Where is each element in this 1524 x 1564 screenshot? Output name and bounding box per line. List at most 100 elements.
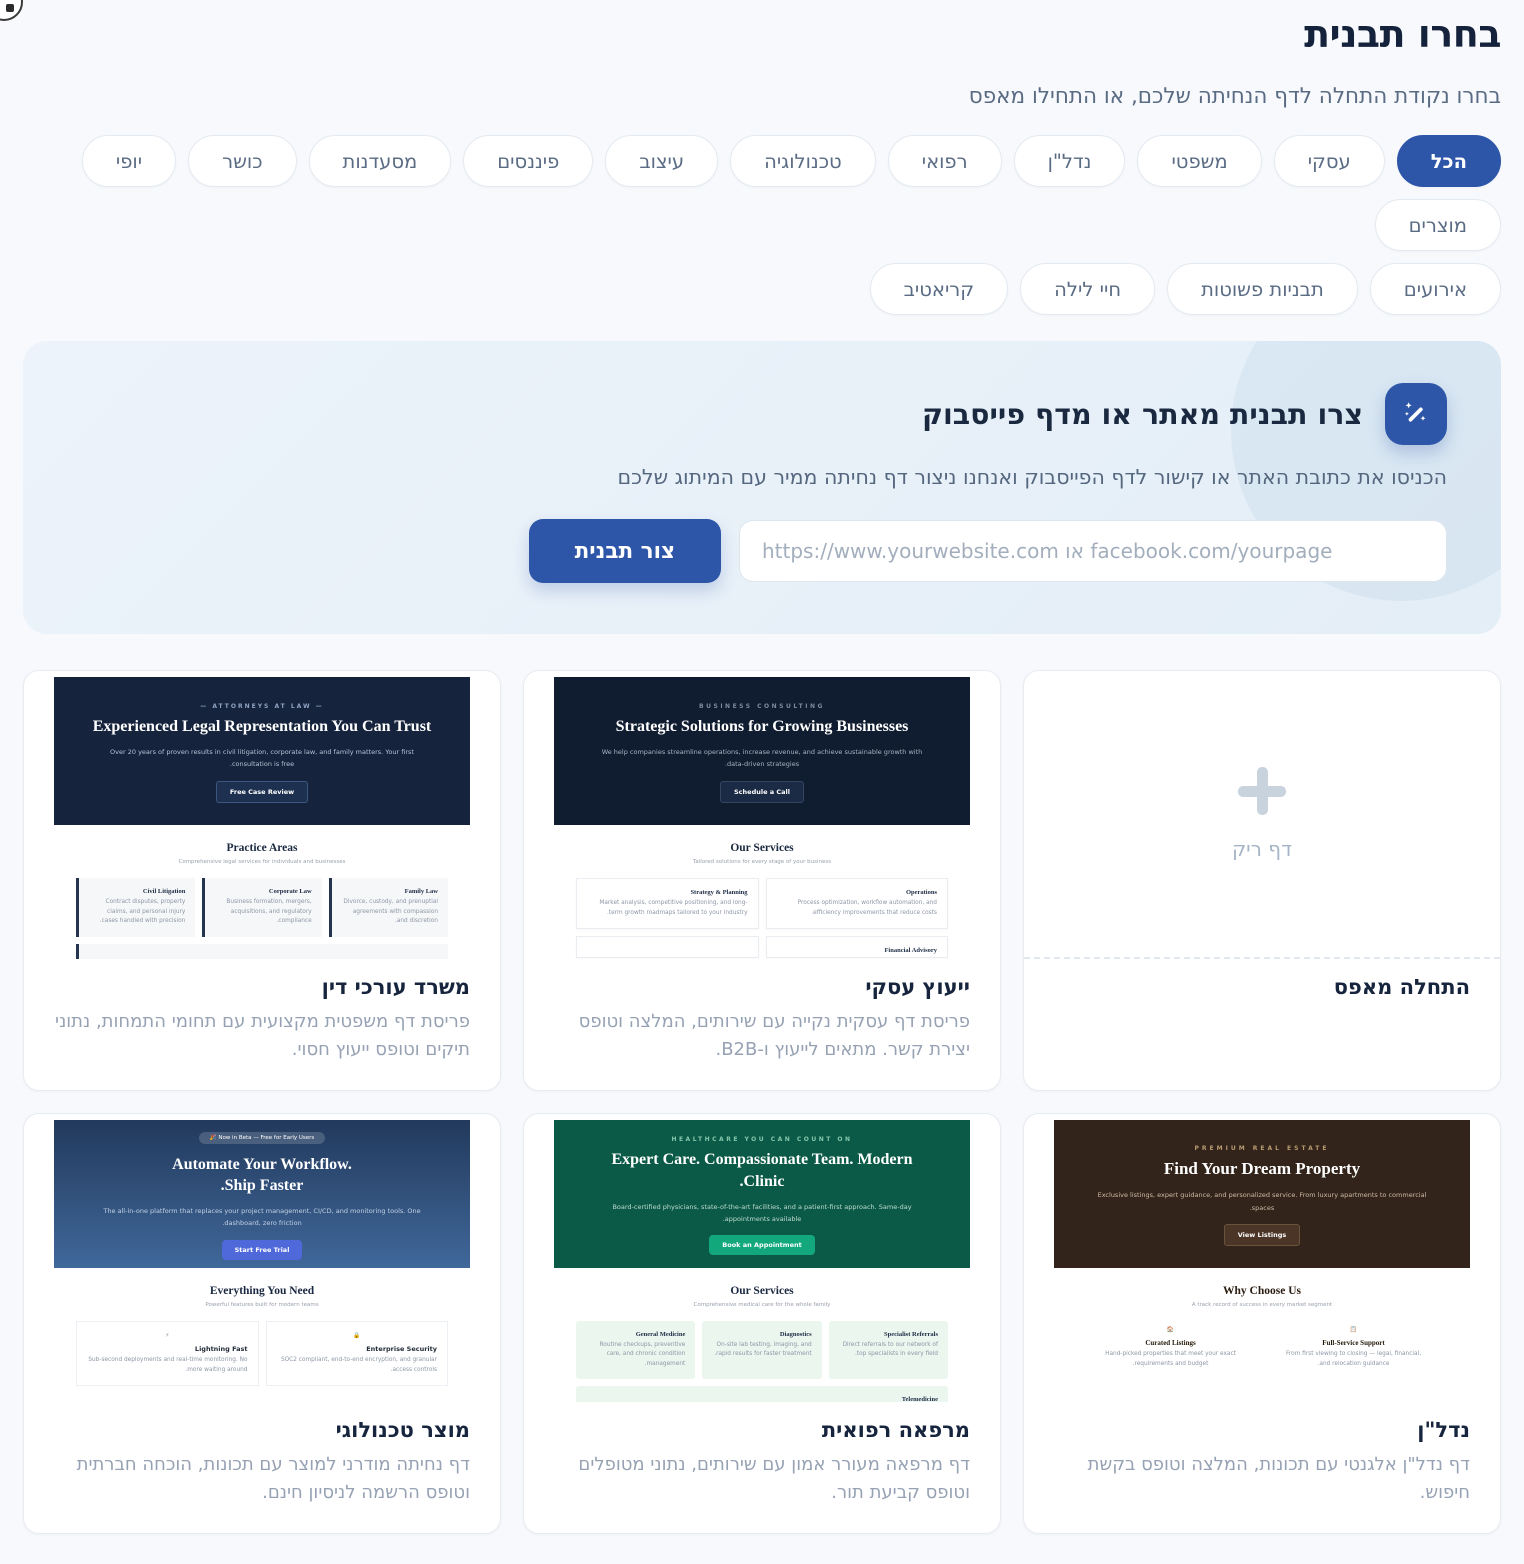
template-preview: Now in Beta — Free for Early Users 🎉 Aut… (54, 1119, 470, 1402)
preview-cta-button: Schedule a Call (720, 780, 805, 803)
lock-icon: 🔒 (353, 1332, 361, 1339)
banner-subtitle: הכניסו את כתובת האתר או קישור לדף הפייסב… (617, 465, 1447, 489)
preview-section-subtitle: Comprehensive legal services for individ… (178, 859, 346, 865)
card-description: דף נדל"ן אלגנטי עם תכונות, המלצה וטופס ב… (1087, 1453, 1470, 1503)
preview-feature: Family Law Divorce, custody, and prenupti… (328, 878, 448, 937)
lightning-icon: ⚡ (165, 1332, 170, 1339)
card-title: ייעוץ עסקי (865, 975, 970, 999)
preview-title: Strategic Solutions for Growing Business… (615, 718, 909, 736)
preview-title: Find Your Dream Property (1163, 1159, 1361, 1179)
import-url-form: צור תבנית (77, 519, 1447, 583)
website-url-input[interactable] (739, 520, 1447, 582)
filter-chip-legal[interactable]: משפטי (1137, 135, 1262, 187)
preview-subtitle: Board-certified physicians, state-of-the… (612, 1202, 912, 1223)
filter-chip-fitness[interactable]: כושר (188, 135, 297, 187)
preview-eyebrow: — ATTORNEYS AT LAW — (200, 703, 324, 711)
preview-feature: Specialist Referrals Direct referrals to … (828, 1320, 948, 1380)
template-card-business-consulting[interactable]: BUSINESS CONSULTING Strategic Solutions … (523, 670, 1001, 1091)
card-title: משרד עורכי דין (321, 975, 470, 999)
template-preview: — ATTORNEYS AT LAW — Experienced Legal R… (54, 677, 470, 959)
create-template-button[interactable]: צור תבנית (528, 519, 721, 583)
preview-subtitle: Over 20 years of proven results in civil… (110, 747, 414, 769)
filter-chip-restaurants[interactable]: מסעדנות (308, 135, 452, 187)
preview-feature: 🔒 Enterprise Security SOC2 compliant, end… (265, 1320, 448, 1387)
preview-subtitle: The all-in-one platform that replaces yo… (103, 1207, 421, 1228)
magic-wand-icon (1385, 383, 1447, 445)
preview-feature: 🏠 Curated Listings Hand-picked properties… (1084, 1326, 1257, 1370)
card-description: פריסת דף עסקית נקייה עם שירותים, המלצה ו… (578, 1011, 970, 1060)
preview-section-subtitle: Powerful features built for modern teams (205, 1301, 319, 1308)
preview-cta-button: Start Free Trial (221, 1239, 303, 1260)
card-description: דף מרפאה מעורר אמון עם שירותים, נתוני מט… (578, 1453, 970, 1503)
filter-chip-products[interactable]: מוצרים (1374, 199, 1501, 251)
preview-feature: General Medicine Routine checkups, preven… (576, 1320, 696, 1380)
filter-chip-creative[interactable]: קריאטיב (869, 263, 1009, 315)
blank-page-label: דף ריק (1231, 837, 1293, 861)
filter-chip-simple-templates[interactable]: תבניות פשוטות (1167, 263, 1358, 315)
template-preview: HEALTHCARE YOU CAN COUNT ON Expert Care.… (554, 1119, 970, 1402)
preview-section-title: Everything You Need (209, 1284, 315, 1297)
filter-chips-row-1: הכל עסקי משפטי נדל"ן רפואי טכנולוגיה עיצ… (23, 135, 1501, 251)
preview-feature: Civil Litigation Contract disputes, prope… (76, 878, 196, 937)
filter-chip-technology[interactable]: טכנולוגיה (730, 135, 876, 187)
preview-feature: Corporate Law Business formation, mergers… (202, 878, 322, 937)
preview-section-title: Our Services (730, 842, 794, 854)
preview-section-title: Our Services (730, 1284, 794, 1297)
preview-cta-button: Book an Appointment (709, 1235, 815, 1256)
preview-feature: ⚡ Lightning Fast Sub-second deployments a… (76, 1320, 259, 1387)
filter-chip-events[interactable]: אירועים (1369, 263, 1501, 315)
card-title: מרפאה רפואית (821, 1417, 970, 1442)
filter-chip-real-estate[interactable]: נדל"ן (1013, 135, 1126, 187)
preview-feature: Strategy & Planning Market analysis, comp… (576, 878, 759, 930)
filter-chip-medical[interactable]: רפואי (887, 135, 1002, 187)
template-card-medical-clinic[interactable]: HEALTHCARE YOU CAN COUNT ON Expert Care.… (523, 1112, 1001, 1534)
card-title: נדל"ן (1417, 1417, 1470, 1442)
preview-title: Expert Care. Compassionate Team. Modern … (611, 1151, 913, 1190)
preview-feature: Diagnostics On-site lab testing, imaging,… (702, 1320, 822, 1380)
template-preview: BUSINESS CONSULTING Strategic Solutions … (554, 677, 970, 959)
template-preview: PREMIUM REAL ESTATE Find Your Dream Prop… (1054, 1119, 1470, 1402)
preview-section-subtitle: Comprehensive medical care for the whole… (693, 1301, 831, 1308)
preview-title: Automate Your Workflow. Ship Faster. (172, 1155, 352, 1195)
preview-feature: Telemedicine (576, 1386, 948, 1402)
template-card-real-estate[interactable]: PREMIUM REAL ESTATE Find Your Dream Prop… (1023, 1112, 1501, 1534)
template-card-tech-product[interactable]: Now in Beta — Free for Early Users 🎉 Aut… (23, 1112, 501, 1534)
preview-badge: Now in Beta — Free for Early Users 🎉 (198, 1131, 326, 1144)
filter-chip-design[interactable]: עיצוב (605, 135, 719, 187)
card-title: התחלה מאפס (1333, 975, 1470, 999)
filter-chip-all[interactable]: הכל (1396, 135, 1501, 187)
plus-icon (1238, 767, 1286, 815)
banner-title: צרו תבנית מאתר או מדף פייסבוק (922, 397, 1363, 431)
preview-subtitle: We help companies streamline operations,… (601, 747, 923, 769)
preview-eyebrow: PREMIUM REAL ESTATE (1194, 1145, 1330, 1153)
preview-section-title: Why Choose Us (1223, 1284, 1301, 1297)
card-title: מוצר טכנולוגי (335, 1417, 470, 1442)
preview-section-subtitle: Tailored solutions for every stage of yo… (692, 859, 832, 865)
template-card-blank[interactable]: דף ריק התחלה מאפס (1023, 670, 1501, 1091)
preview-subtitle: Exclusive listings, expert guidance, and… (1097, 1191, 1427, 1212)
template-card-law-firm[interactable]: — ATTORNEYS AT LAW — Experienced Legal R… (23, 670, 501, 1091)
filter-chip-finance[interactable]: פיננסים (463, 135, 594, 187)
card-description: פריסת דף משפטית מקצועית עם תחומי התמחות,… (55, 1011, 470, 1060)
page-title: בחרו תבנית (1304, 12, 1501, 56)
preview-feature (76, 943, 448, 959)
house-icon: 🏠 (1166, 1326, 1175, 1333)
preview-cta-button: View Listings (1223, 1224, 1301, 1247)
filter-chip-beauty[interactable]: יופי (81, 135, 177, 187)
filter-chip-nightlife[interactable]: חיי לילה (1020, 263, 1156, 315)
filter-chip-business[interactable]: עסקי (1273, 135, 1385, 187)
preview-feature: Financial Advisory (765, 936, 948, 959)
preview-title: Experienced Legal Representation You Can… (92, 718, 432, 736)
preview-feature: Operations Process optimization, workflow… (765, 878, 948, 930)
preview-feature (576, 936, 759, 959)
import-template-banner: צרו תבנית מאתר או מדף פייסבוק הכניסו את … (23, 341, 1501, 634)
preview-eyebrow: HEALTHCARE YOU CAN COUNT ON (671, 1136, 853, 1144)
page-subtitle: בחרו נקודת התחלה לדף הנחיתה שלכם, או התח… (968, 84, 1501, 109)
preview-eyebrow: BUSINESS CONSULTING (699, 703, 825, 711)
filter-chips-row-2: אירועים תבניות פשוטות חיי לילה קריאטיב (23, 263, 1501, 315)
preview-section-title: Practice Areas (226, 842, 298, 854)
preview-section-subtitle: A track record of success in every marke… (1191, 1301, 1333, 1308)
preview-cta-button: Free Case Review (215, 780, 309, 803)
templates-grid: דף ריק התחלה מאפס BUSINESS CONSULTING St… (23, 670, 1501, 1534)
